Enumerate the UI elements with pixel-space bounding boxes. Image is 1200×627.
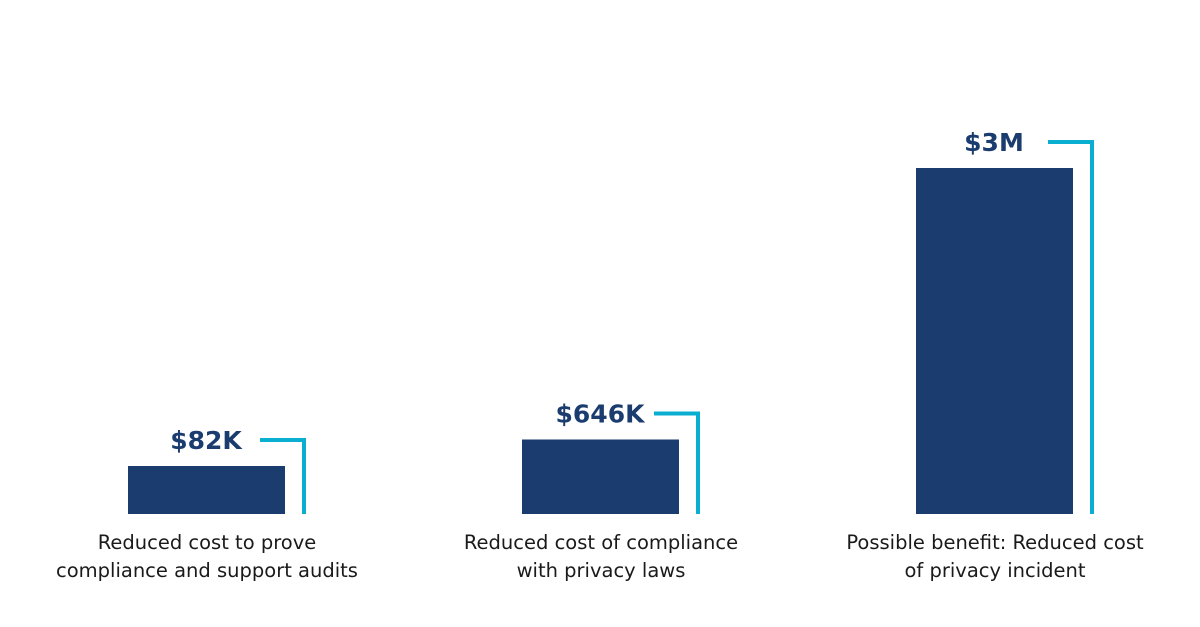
value-label-3: $3M	[964, 128, 1024, 157]
category-label-3-line-1: Possible benefit: Reduced cost	[846, 531, 1144, 554]
category-label-2-line-1: Reduced cost of compliance	[464, 531, 738, 554]
accent-line-2	[654, 411, 700, 514]
value-label-1: $82K	[170, 426, 243, 455]
category-label-3: Possible benefit: Reduced cost of privacy…	[846, 531, 1144, 582]
bars-group	[128, 168, 1073, 514]
bar-1	[128, 466, 285, 514]
bar-3	[916, 168, 1073, 514]
category-label-3-line-2: of privacy incident	[904, 559, 1085, 582]
category-label-1-line-1: Reduced cost to prove	[98, 531, 317, 554]
value-labels-group: $82K $646K $3M	[170, 128, 1024, 455]
value-label-2: $646K	[556, 399, 647, 428]
accent-line-3	[1048, 140, 1094, 514]
category-label-1-line-2: compliance and support audits	[56, 559, 358, 582]
category-label-2: Reduced cost of compliance with privacy l…	[464, 531, 738, 582]
category-label-1: Reduced cost to prove compliance and supp…	[56, 531, 358, 582]
accent-lines-group	[260, 140, 1094, 514]
accent-line-1	[260, 438, 306, 514]
bar-2	[522, 439, 679, 514]
category-labels-group: Reduced cost to prove compliance and supp…	[56, 531, 1144, 582]
category-label-2-line-2: with privacy laws	[517, 559, 686, 582]
